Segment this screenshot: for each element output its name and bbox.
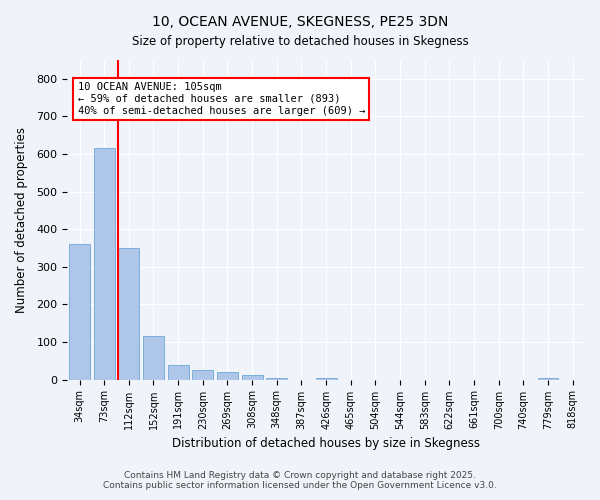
- Bar: [143, 336, 164, 380]
- Bar: [193, 370, 213, 380]
- X-axis label: Distribution of detached houses by size in Skegness: Distribution of detached houses by size …: [172, 437, 480, 450]
- Bar: [242, 375, 263, 380]
- Bar: [316, 378, 337, 380]
- Bar: [94, 148, 115, 380]
- Bar: [538, 378, 559, 380]
- Y-axis label: Number of detached properties: Number of detached properties: [15, 127, 28, 313]
- Text: Size of property relative to detached houses in Skegness: Size of property relative to detached ho…: [131, 35, 469, 48]
- Text: 10, OCEAN AVENUE, SKEGNESS, PE25 3DN: 10, OCEAN AVENUE, SKEGNESS, PE25 3DN: [152, 15, 448, 29]
- Text: Contains HM Land Registry data © Crown copyright and database right 2025.
Contai: Contains HM Land Registry data © Crown c…: [103, 470, 497, 490]
- Bar: [167, 364, 188, 380]
- Bar: [266, 378, 287, 380]
- Bar: [69, 244, 90, 380]
- Bar: [217, 372, 238, 380]
- Bar: [118, 248, 139, 380]
- Text: 10 OCEAN AVENUE: 105sqm
← 59% of detached houses are smaller (893)
40% of semi-d: 10 OCEAN AVENUE: 105sqm ← 59% of detache…: [77, 82, 365, 116]
